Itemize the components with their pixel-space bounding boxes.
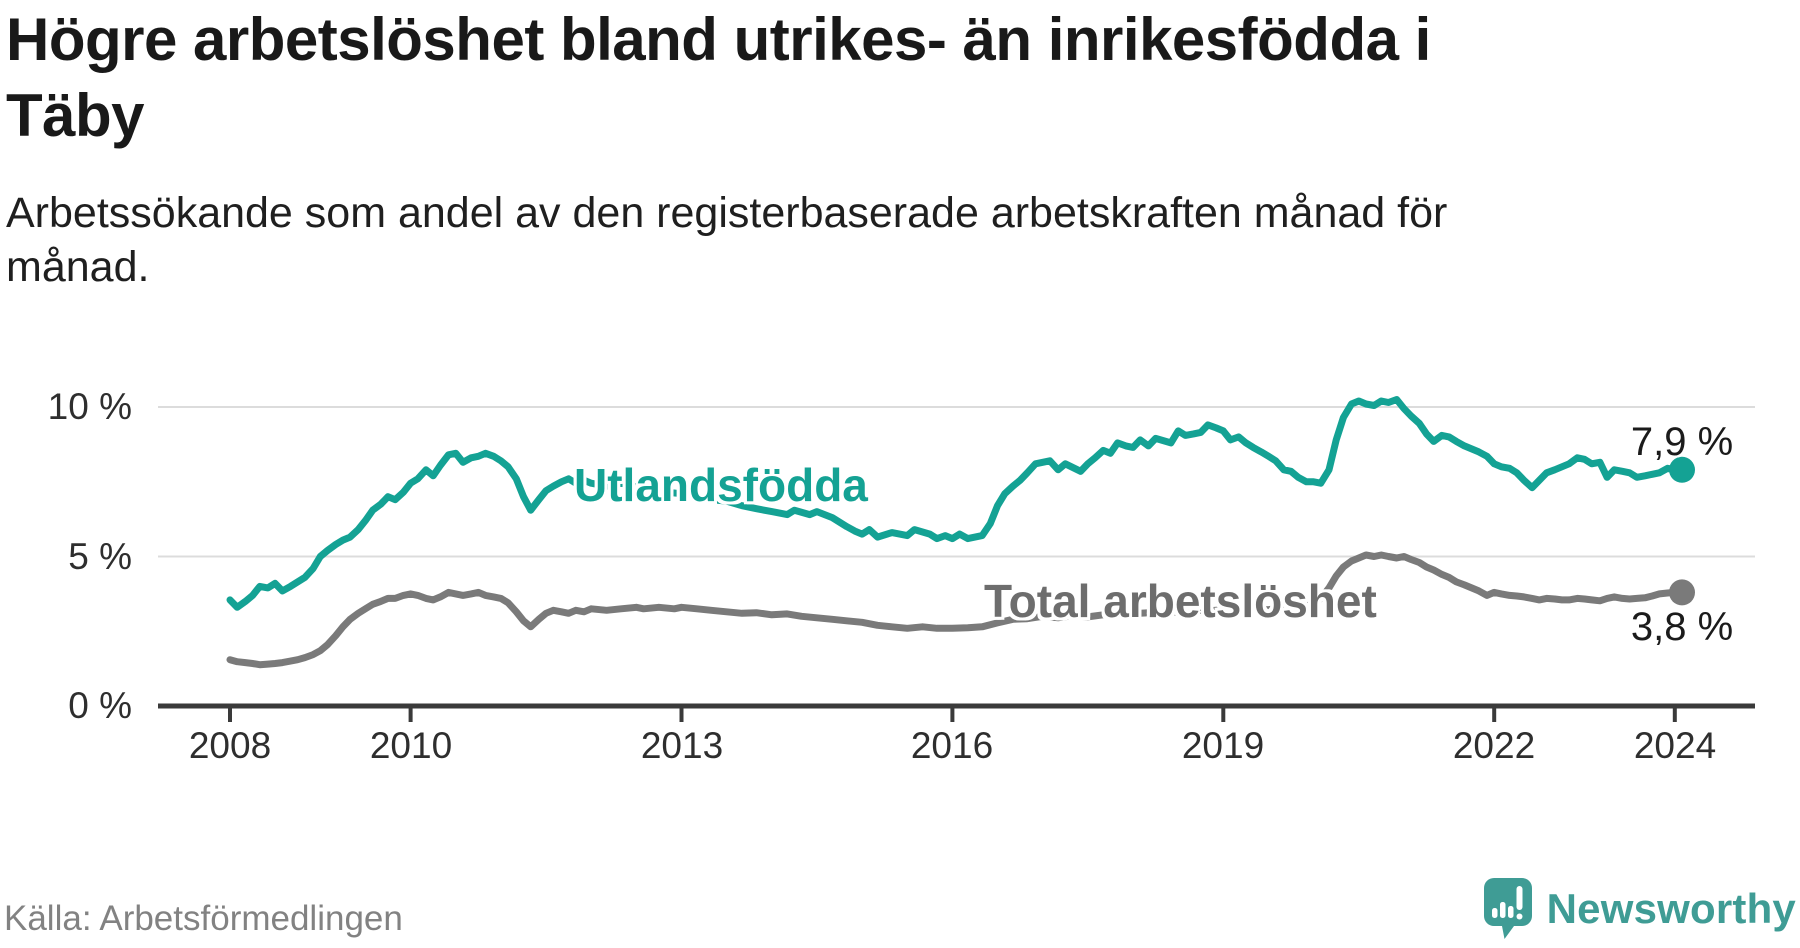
x-tick-label-2016: 2016 [910,725,994,766]
chart-subtitle-line-1: Arbetssökande som andel av den registerb… [6,189,1448,237]
x-tick-label-2008: 2008 [188,725,272,766]
bar-3 [1507,906,1514,918]
exclamation-bar [1516,886,1523,910]
page-title-line-2: Täby [6,82,145,149]
x-tick-label-2013: 2013 [640,725,724,766]
series-end-label-1: 3,8 % [1630,605,1734,649]
newsworthy-icon [1483,878,1532,940]
x-tick-label-2010: 2010 [369,725,453,766]
x-tick-label-2022: 2022 [1452,725,1536,766]
y-tick-label-5: 5 % [68,536,132,577]
page-title: Högre arbetslöshet bland utrikes- än inr… [6,2,1431,154]
y-tick-label-0: 0 % [68,685,132,726]
x-tick-label-2024: 2024 [1633,725,1717,766]
exclamation-dot [1516,913,1523,920]
series-end-dot-0 [1669,456,1695,483]
series-end-dot-1 [1669,579,1695,606]
series-label-1: Total arbetslöshet [984,575,1377,627]
source-note: Källa: Arbetsförmedlingen [4,899,403,938]
series-end-label-0: 7,9 % [1630,420,1734,464]
y-tick-label-10: 10 % [47,386,132,427]
page-title-line-1: Högre arbetslöshet bland utrikes- än inr… [6,6,1431,73]
chart-subtitle: Arbetssökande som andel av den registerb… [6,186,1447,294]
bar-2 [1499,902,1506,918]
series-label-0: Utlandsfödda [574,459,868,511]
series-line-0 [226,396,1686,611]
brand-name: Newsworthy [1546,885,1796,932]
bar-1 [1491,908,1498,918]
brand-logo: Newsworthy [1483,878,1796,940]
chart-subtitle-line-2: månad. [6,243,150,291]
x-tick-label-2019: 2019 [1181,725,1265,766]
series-line-1 [226,551,1686,669]
